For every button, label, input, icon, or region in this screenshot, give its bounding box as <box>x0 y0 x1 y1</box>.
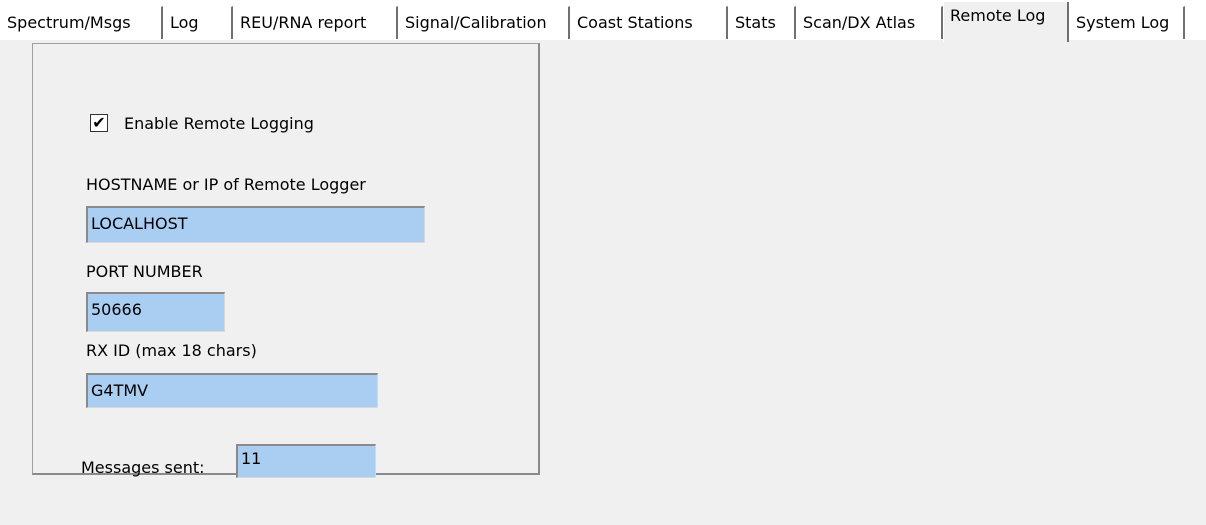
rx-id-input[interactable]: G4TMV <box>86 373 378 408</box>
tab-signal-calibration[interactable]: Signal/Calibration <box>398 6 570 39</box>
messages-sent-label: Messages sent: <box>81 458 205 477</box>
tab-label: REU/RNA report <box>240 13 367 32</box>
tab-reu-rna-report[interactable]: REU/RNA report <box>233 6 398 39</box>
tab-label: Spectrum/Msgs <box>7 13 131 32</box>
rx-id-label: RX ID (max 18 chars) <box>86 341 257 360</box>
messages-sent-count: 11 <box>236 444 376 478</box>
tab-log[interactable]: Log <box>163 6 233 39</box>
tab-stats[interactable]: Stats <box>728 6 796 39</box>
tab-spectrum-msgs[interactable]: Spectrum/Msgs <box>0 6 163 39</box>
check-mark-icon: ✔ <box>92 113 106 132</box>
hostname-input[interactable]: LOCALHOST <box>86 206 425 243</box>
tab-label: System Log <box>1076 13 1170 32</box>
tab-label: Remote Log <box>950 6 1046 25</box>
port-number-input[interactable]: 50666 <box>86 292 225 332</box>
tab-label: Scan/DX Atlas <box>803 13 916 32</box>
port-number-label: PORT NUMBER <box>86 262 203 281</box>
hostname-label: HOSTNAME or IP of Remote Logger <box>86 175 366 194</box>
tab-system-log[interactable]: System Log <box>1069 6 1185 39</box>
enable-remote-logging-checkbox[interactable]: ✔ <box>90 114 108 132</box>
tab-remote-log[interactable]: Remote Log <box>943 2 1069 42</box>
tab-label: Log <box>170 13 199 32</box>
tab-coast-stations[interactable]: Coast Stations <box>570 6 728 39</box>
enable-remote-logging-label: Enable Remote Logging <box>124 114 314 133</box>
remote-log-panel <box>32 43 540 475</box>
tab-scan-dx-atlas[interactable]: Scan/DX Atlas <box>796 6 943 39</box>
tab-label: Stats <box>735 13 776 32</box>
tab-label: Coast Stations <box>577 13 693 32</box>
tab-label: Signal/Calibration <box>405 13 547 32</box>
tab-strip: Spectrum/Msgs Log REU/RNA report Signal/… <box>0 0 1206 42</box>
